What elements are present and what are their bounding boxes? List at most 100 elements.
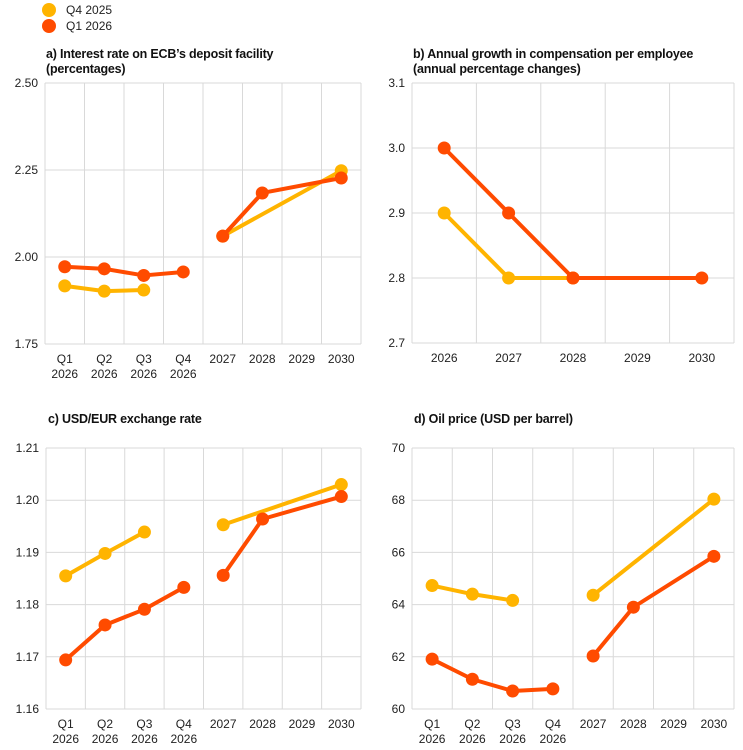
x-tick-label: 2026 [540,732,567,746]
x-tick-label: Q3 [505,717,521,731]
x-tick-label: Q2 [464,717,480,731]
panel-d-title: d) Oil price (USD per barrel) [414,412,573,427]
x-tick-label: Q1 [57,352,73,366]
x-tick-label: Q4 [545,717,561,731]
y-tick-label: 2.50 [15,76,39,90]
x-tick-label: 2027 [580,717,607,731]
series-line-q4-2025 [442,211,573,280]
data-point-q4-2025 [97,284,111,298]
data-point-q1-2026 [465,672,479,686]
y-tick-label: 2.00 [15,250,39,264]
data-point-q1-2026 [506,684,520,698]
x-tick-label: 2030 [701,717,728,731]
data-point-q4-2025 [502,271,516,285]
series-line-q1-2026 [431,657,553,693]
data-point-q1-2026 [546,682,560,696]
data-point-q1-2026 [334,171,348,185]
y-tick-label: 2.8 [388,271,405,285]
x-tick-label: 2026 [131,732,158,746]
panel-a-title: a) Interest rate on ECB’s deposit facili… [46,47,274,77]
x-tick-label: 2026 [51,367,78,381]
data-point-q4-2025 [137,283,151,297]
x-tick-label: 2028 [560,351,587,365]
data-point-q4-2025 [465,587,479,601]
series-line-q1-2026 [64,585,185,662]
series-line-q1-2026 [64,264,184,278]
x-tick-label: 2028 [249,717,276,731]
data-point-q1-2026 [58,260,72,274]
x-tick-label: 2026 [52,732,79,746]
data-point-q1-2026 [586,649,600,663]
x-tick-label: 2029 [660,717,687,731]
x-tick-label: Q3 [136,352,152,366]
x-tick-label: 2026 [499,732,526,746]
panel-a-title-text: a) Interest rate on ECB’s deposit facili… [46,47,274,61]
y-tick-label: 1.21 [16,441,40,455]
y-tick-label: 62 [392,650,406,664]
data-point-q4-2025 [137,525,151,539]
data-point-q1-2026 [216,229,230,243]
y-tick-label: 1.19 [16,545,40,559]
x-tick-label: Q1 [424,717,440,731]
data-point-q4-2025 [506,593,520,607]
y-tick-label: 64 [392,598,406,612]
y-tick-label: 3.0 [388,141,405,155]
x-tick-label: 2027 [495,351,522,365]
data-point-q1-2026 [177,580,191,594]
data-point-q1-2026 [502,206,516,220]
x-tick-label: 2029 [624,351,651,365]
data-point-q4-2025 [98,546,112,560]
data-point-q1-2026 [137,602,151,616]
x-tick-label: Q4 [176,717,192,731]
legend-item-q4-2025: Q4 2025 [42,2,112,18]
data-point-q4-2025 [437,206,451,220]
x-tick-label: 2030 [688,351,715,365]
y-tick-label: 1.17 [16,650,40,664]
y-tick-label: 70 [392,441,406,455]
data-point-q1-2026 [566,271,580,285]
legend-marker [42,19,56,33]
panel-b-title: b) Annual growth in compensation per emp… [413,47,693,77]
data-point-q1-2026 [97,262,111,276]
x-tick-label: 2026 [130,367,157,381]
data-point-q4-2025 [425,579,439,593]
y-tick-label: 68 [392,493,406,507]
data-point-q1-2026 [626,600,640,614]
y-tick-label: 3.1 [388,76,405,90]
x-tick-label: Q4 [175,352,191,366]
data-point-q1-2026 [176,265,190,279]
panel-b-title-text: b) Annual growth in compensation per emp… [413,47,694,61]
panel-b-subtitle: (annual percentage changes) [413,62,581,76]
panel-d-title-text: d) Oil price (USD per barrel) [414,412,573,426]
x-tick-label: 2027 [209,352,236,366]
data-point-q1-2026 [256,512,270,526]
x-tick-label: Q2 [97,717,113,731]
legend-item-q1-2026: Q1 2026 [42,18,112,34]
x-tick-label: 2028 [249,352,276,366]
y-tick-label: 60 [392,702,406,716]
data-point-q4-2025 [334,478,348,492]
series-line-q4-2025 [222,482,342,527]
x-tick-label: 2027 [210,717,237,731]
data-point-q1-2026 [425,652,439,666]
data-point-q1-2026 [216,568,230,582]
data-point-q4-2025 [216,518,230,532]
panel-c-title: c) USD/EUR exchange rate [48,412,202,427]
y-tick-label: 1.20 [16,493,40,507]
series-line-q1-2026 [442,146,702,280]
x-tick-label: Q2 [96,352,112,366]
x-tick-label: 2026 [431,351,458,365]
data-point-q4-2025 [707,492,721,506]
data-point-q1-2026 [255,186,269,200]
x-tick-label: 2026 [91,367,118,381]
data-point-q1-2026 [437,141,451,155]
y-tick-label: 1.75 [15,337,39,351]
data-point-q4-2025 [59,569,73,583]
y-tick-label: 2.7 [388,336,405,350]
data-point-q1-2026 [98,618,112,632]
y-tick-label: 1.18 [16,598,40,612]
x-tick-label: 2030 [328,717,355,731]
x-tick-label: 2026 [459,732,486,746]
legend-marker [42,3,56,17]
